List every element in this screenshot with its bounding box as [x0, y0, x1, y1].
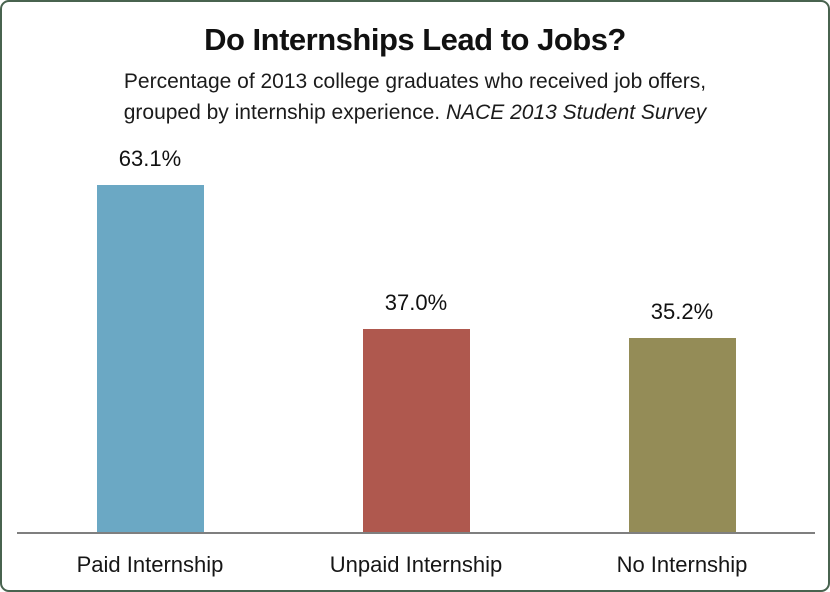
subtitle-line2-normal: grouped by internship experience.	[123, 101, 446, 124]
bar	[362, 328, 470, 532]
bar-value-label: 35.2%	[650, 299, 714, 325]
subtitle-line1: Percentage of 2013 college graduates who…	[123, 70, 707, 93]
chart-subtitle: Percentage of 2013 college graduates who…	[2, 66, 828, 128]
chart-header: Do Internships Lead to Jobs? Percentage …	[2, 2, 828, 128]
chart-title: Do Internships Lead to Jobs?	[204, 22, 626, 57]
category-label: Paid Internship	[76, 552, 224, 577]
bar-group: 35.2%	[549, 299, 815, 532]
category-label: Unpaid Internship	[329, 552, 503, 577]
bar	[628, 338, 736, 532]
category-label: No Internship	[616, 552, 748, 577]
bar-group: 63.1%	[17, 146, 283, 532]
bar	[96, 184, 204, 532]
category-labels-row: Paid Internship Unpaid Internship No Inter…	[17, 552, 815, 578]
bar-group: 37.0%	[283, 289, 549, 532]
bars-row: 63.1% 37.0% 35.2%	[17, 130, 815, 534]
bar-value-label: 37.0%	[384, 289, 448, 315]
bar-value-label: 63.1%	[118, 145, 182, 171]
subtitle-source-note: NACE 2013 Student Survey	[445, 101, 707, 124]
